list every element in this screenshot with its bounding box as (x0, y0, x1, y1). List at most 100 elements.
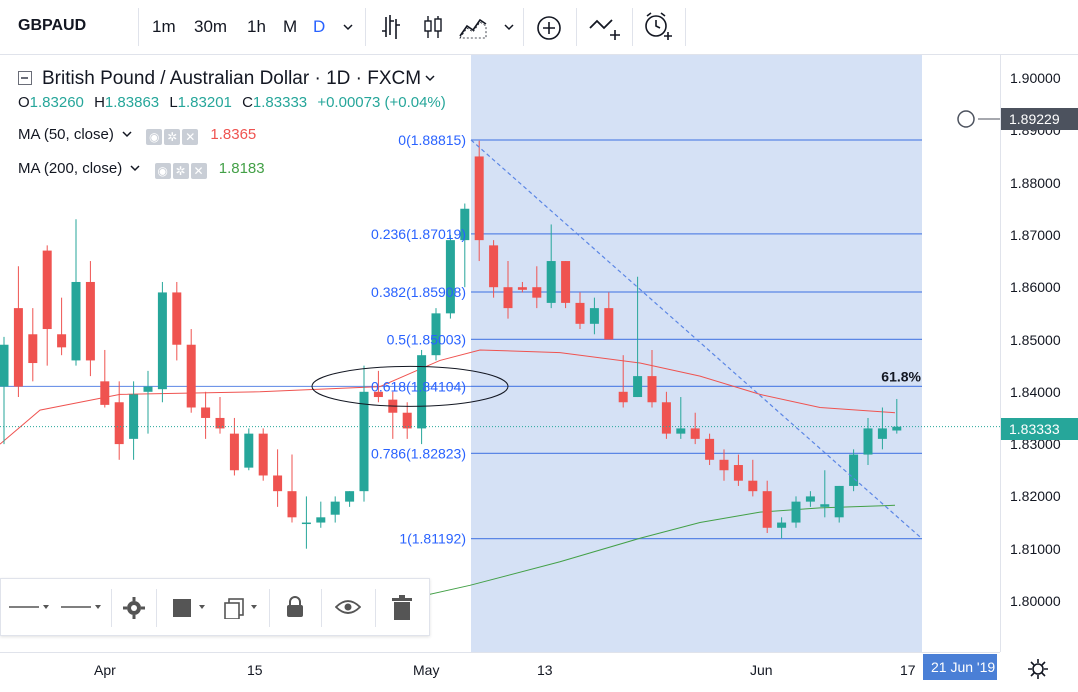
candle (431, 308, 441, 361)
chart-overlays: 0(1.88815) 0.236(1.87019) 0.382(1.85908) 0.… (0, 110, 1000, 547)
candle-body (661, 402, 671, 434)
candle-body (345, 491, 355, 502)
candle-body (330, 501, 340, 515)
candle-body (532, 287, 542, 298)
interval-30m[interactable]: 30m (194, 17, 228, 36)
candle (57, 297, 67, 356)
highlight-ellipse (311, 365, 509, 407)
ma50-label: MA (50, close) (18, 126, 114, 143)
candle (791, 496, 801, 528)
candle-body (0, 344, 9, 387)
price-tick-label: 1.81000 (1010, 540, 1061, 557)
candle-body (877, 428, 887, 439)
fib-retracement[interactable] (0, 54, 922, 652)
candle-body (748, 480, 758, 492)
time-tick-15: 15 (247, 662, 263, 678)
candle-body (561, 261, 571, 303)
candle-body (431, 313, 441, 356)
gear-icon[interactable]: ✲ (172, 163, 189, 179)
close-icon[interactable]: ✕ (190, 163, 207, 179)
fib-level-label: 0(1.88815) (398, 132, 466, 148)
chart-legend: British Pound / Australian Dollar · 1D ·… (18, 68, 435, 90)
lock-icon[interactable] (285, 595, 305, 619)
candle-body (460, 208, 470, 241)
price-axis[interactable] (1000, 54, 1078, 652)
candle (489, 240, 499, 298)
gear-icon[interactable] (123, 597, 145, 619)
toolbar-divider (321, 589, 322, 627)
candle (143, 370, 153, 434)
close-icon[interactable]: ✕ (182, 129, 199, 145)
candle (301, 496, 311, 549)
interval-1h[interactable]: 1h (247, 17, 266, 36)
drawing-toolbar (0, 578, 430, 636)
candle-body (777, 522, 787, 528)
eye-icon[interactable]: ◉ (146, 129, 163, 145)
candle (517, 281, 527, 293)
candle-body (157, 292, 167, 390)
chevron-down-icon[interactable] (425, 74, 435, 82)
open-value: 1.83260 (29, 94, 84, 111)
eye-icon[interactable]: ◉ (154, 163, 171, 179)
chevron-down-icon[interactable] (122, 130, 132, 138)
candle (460, 203, 470, 288)
toolbar-divider (523, 8, 524, 46)
eye-icon[interactable] (335, 599, 361, 615)
price-tick-label: 1.82000 (1010, 488, 1061, 505)
chevron-down-icon[interactable] (130, 164, 140, 172)
candle (273, 449, 283, 507)
candle-body (546, 261, 556, 303)
collapse-legend-icon[interactable] (18, 71, 32, 85)
close-value: 1.83333 (252, 94, 308, 111)
trend-line (470, 139, 923, 540)
area-chart-icon[interactable] (458, 14, 488, 40)
ohlc-readout: O1.83260 H1.83863 L1.83201 C1.83333 +0.0… (18, 94, 446, 111)
candle (258, 428, 268, 481)
line-style-picker[interactable] (61, 601, 103, 613)
candle (503, 261, 513, 319)
candle-body (762, 491, 772, 528)
chevron-down-icon[interactable] (503, 22, 515, 32)
candle-body (820, 504, 830, 507)
ma200-legend: MA (200, close) ◉ ✲ ✕ 1.8183 (18, 160, 265, 179)
fib-percent-label: 61.8% (881, 368, 921, 384)
interval-1m[interactable]: 1m (152, 17, 176, 36)
symbol-search[interactable]: GBPAUD (18, 17, 87, 34)
interval-day[interactable]: D (313, 17, 326, 36)
candle (0, 336, 9, 445)
toolbar-divider (632, 8, 633, 46)
gear-icon[interactable]: ✲ (164, 129, 181, 145)
indicators-icon[interactable] (588, 12, 624, 42)
interval-month[interactable]: M (283, 17, 298, 36)
candlestick-icon[interactable] (420, 13, 446, 41)
plus-circle-icon[interactable] (535, 14, 563, 42)
candle-body (129, 394, 139, 439)
candle-body (489, 245, 499, 288)
candle (129, 381, 139, 460)
candle (13, 266, 23, 398)
candle-body (85, 281, 95, 361)
ma200-label: MA (200, close) (18, 160, 123, 177)
time-axis[interactable] (0, 652, 1000, 692)
ma50-line (0, 349, 896, 445)
template-icon[interactable] (171, 597, 209, 619)
fib-level-label: 0.5(1.85003) (387, 331, 466, 347)
toolbar-divider (111, 589, 112, 627)
high-key: H (94, 94, 105, 111)
trash-icon[interactable] (391, 595, 413, 621)
candle-body (805, 496, 815, 502)
candle (676, 397, 686, 439)
price-chart[interactable]: 0(1.88815) 0.236(1.87019) 0.382(1.85908) 0.… (0, 54, 1000, 652)
highlight-date-tag: 21 Jun '19 (923, 654, 997, 680)
candle-body (849, 454, 859, 486)
chevron-down-icon[interactable] (342, 22, 354, 32)
clone-icon[interactable] (223, 597, 261, 619)
line-color-picker[interactable] (9, 601, 51, 613)
candle-body (589, 308, 599, 324)
fib-level-label: 0.236(1.87019) (371, 226, 466, 242)
candle (402, 402, 412, 439)
alarm-clock-icon[interactable] (642, 10, 674, 42)
candle-body (13, 308, 23, 387)
gear-icon[interactable] (1027, 658, 1049, 680)
bar-chart-icon[interactable] (378, 13, 404, 41)
